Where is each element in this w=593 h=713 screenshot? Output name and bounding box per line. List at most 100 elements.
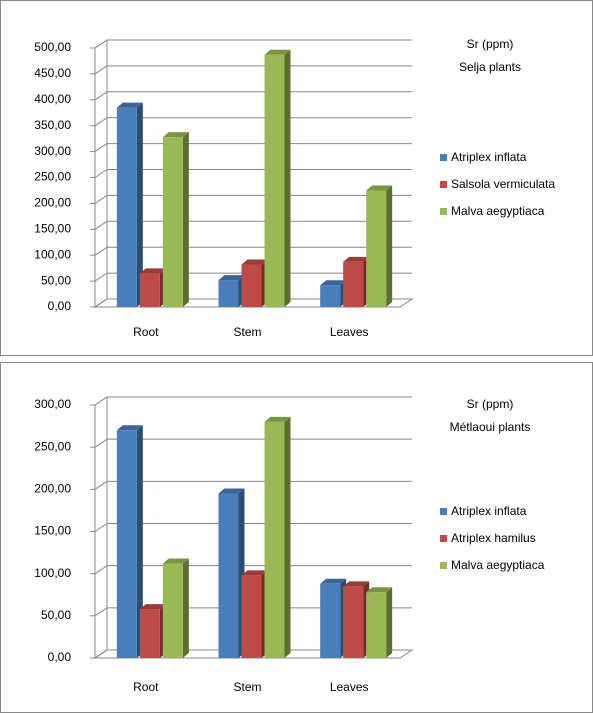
grid-line-side	[94, 480, 108, 490]
legend-label: Atriplex inflata	[451, 150, 527, 164]
bar-front	[320, 285, 341, 307]
bar-top	[139, 268, 166, 274]
y-tick-label: 400,00	[34, 92, 71, 106]
bar-front	[139, 609, 160, 658]
bar	[366, 587, 393, 658]
bar-front	[343, 261, 364, 307]
bar-front	[218, 493, 239, 658]
bar	[241, 570, 268, 658]
legend-label: Malva aegyptiaca	[451, 558, 545, 572]
y-tick-label: 300,00	[34, 397, 71, 411]
bar-top	[241, 259, 268, 265]
legend-swatch	[440, 181, 447, 188]
bar-front	[343, 586, 364, 658]
bar-front	[320, 583, 341, 658]
bar-side	[182, 132, 189, 307]
grid-line-side	[94, 565, 108, 575]
bar-front	[366, 592, 387, 658]
bar-top	[320, 280, 347, 286]
bar-front	[241, 264, 262, 307]
y-tick-label: 50,00	[41, 273, 71, 287]
grid-line-side	[94, 39, 108, 49]
bar	[162, 132, 189, 307]
grid-line-side	[94, 220, 108, 230]
y-tick-label: 250,00	[34, 170, 71, 184]
y-tick-label: 50,00	[41, 608, 71, 622]
bar-top	[366, 185, 393, 191]
bar-top	[264, 416, 291, 422]
x-tick-label: Stem	[233, 325, 261, 339]
legend-swatch	[440, 208, 447, 215]
bar	[162, 558, 189, 658]
bar-front	[116, 107, 137, 307]
legend-label: Malva aegyptiaca	[451, 204, 545, 218]
y-tick-label: 300,00	[34, 144, 71, 158]
bar-top	[218, 275, 245, 281]
bar-front	[162, 563, 183, 658]
grid-line-side	[94, 298, 108, 308]
bar	[139, 604, 166, 658]
grid-line-side	[94, 169, 108, 178]
panel-border	[0, 362, 593, 713]
bar	[116, 102, 143, 307]
bar-front	[241, 575, 262, 658]
y-tick-label: 450,00	[34, 66, 71, 80]
bar-side	[284, 49, 291, 307]
grid-line-side	[94, 396, 108, 406]
bar	[264, 416, 291, 658]
x-tick-label: Root	[133, 325, 159, 339]
y-tick-label: 100,00	[34, 247, 71, 261]
bar-front	[264, 421, 285, 658]
grid-line-side	[94, 91, 108, 101]
grid-line-side	[94, 246, 108, 256]
grid-line-side	[94, 117, 108, 127]
grid-line-side	[94, 194, 108, 204]
bar-top	[343, 256, 370, 262]
x-tick-label: Leaves	[330, 680, 369, 694]
bar-top	[162, 558, 189, 564]
bar	[218, 488, 245, 658]
bar-top	[320, 578, 347, 584]
bar	[343, 581, 370, 658]
grid-line-side	[94, 607, 108, 617]
y-tick-label: 150,00	[34, 221, 71, 235]
bar-front	[116, 430, 137, 658]
y-tick-label: 150,00	[34, 524, 71, 538]
panel-border	[0, 0, 593, 356]
bar	[343, 256, 370, 307]
legend-label: Atriplex inflata	[451, 504, 527, 518]
bar-front	[139, 273, 160, 307]
bar-top	[162, 132, 189, 138]
bar-side	[386, 587, 393, 658]
legend-label: Atriplex hamilus	[451, 531, 536, 545]
bar-side	[136, 102, 143, 307]
grid-line-side	[94, 272, 108, 282]
bar-top	[116, 425, 143, 431]
y-tick-label: 0,00	[48, 650, 72, 664]
bar-side	[182, 558, 189, 658]
y-tick-label: 500,00	[34, 40, 71, 54]
bar	[218, 275, 245, 307]
bar	[366, 185, 393, 307]
y-tick-label: 200,00	[34, 482, 71, 496]
legend-swatch	[440, 562, 447, 569]
bar	[139, 268, 166, 307]
bar-top	[116, 102, 143, 108]
legend-swatch	[440, 508, 447, 515]
y-tick-label: 0,00	[48, 299, 72, 313]
y-tick-label: 100,00	[34, 566, 71, 580]
bar-top	[139, 604, 166, 610]
bar-front	[264, 54, 285, 307]
x-tick-label: Leaves	[330, 325, 369, 339]
grid-line-side	[94, 438, 108, 448]
grid-line-side	[94, 523, 108, 532]
bar-side	[386, 185, 393, 307]
legend-swatch	[440, 535, 447, 542]
bar-front	[366, 190, 387, 307]
bar	[320, 280, 347, 307]
bar-side	[284, 416, 291, 658]
bar-front	[162, 137, 183, 307]
bar-top	[241, 570, 268, 576]
grid-line-side	[94, 65, 108, 75]
